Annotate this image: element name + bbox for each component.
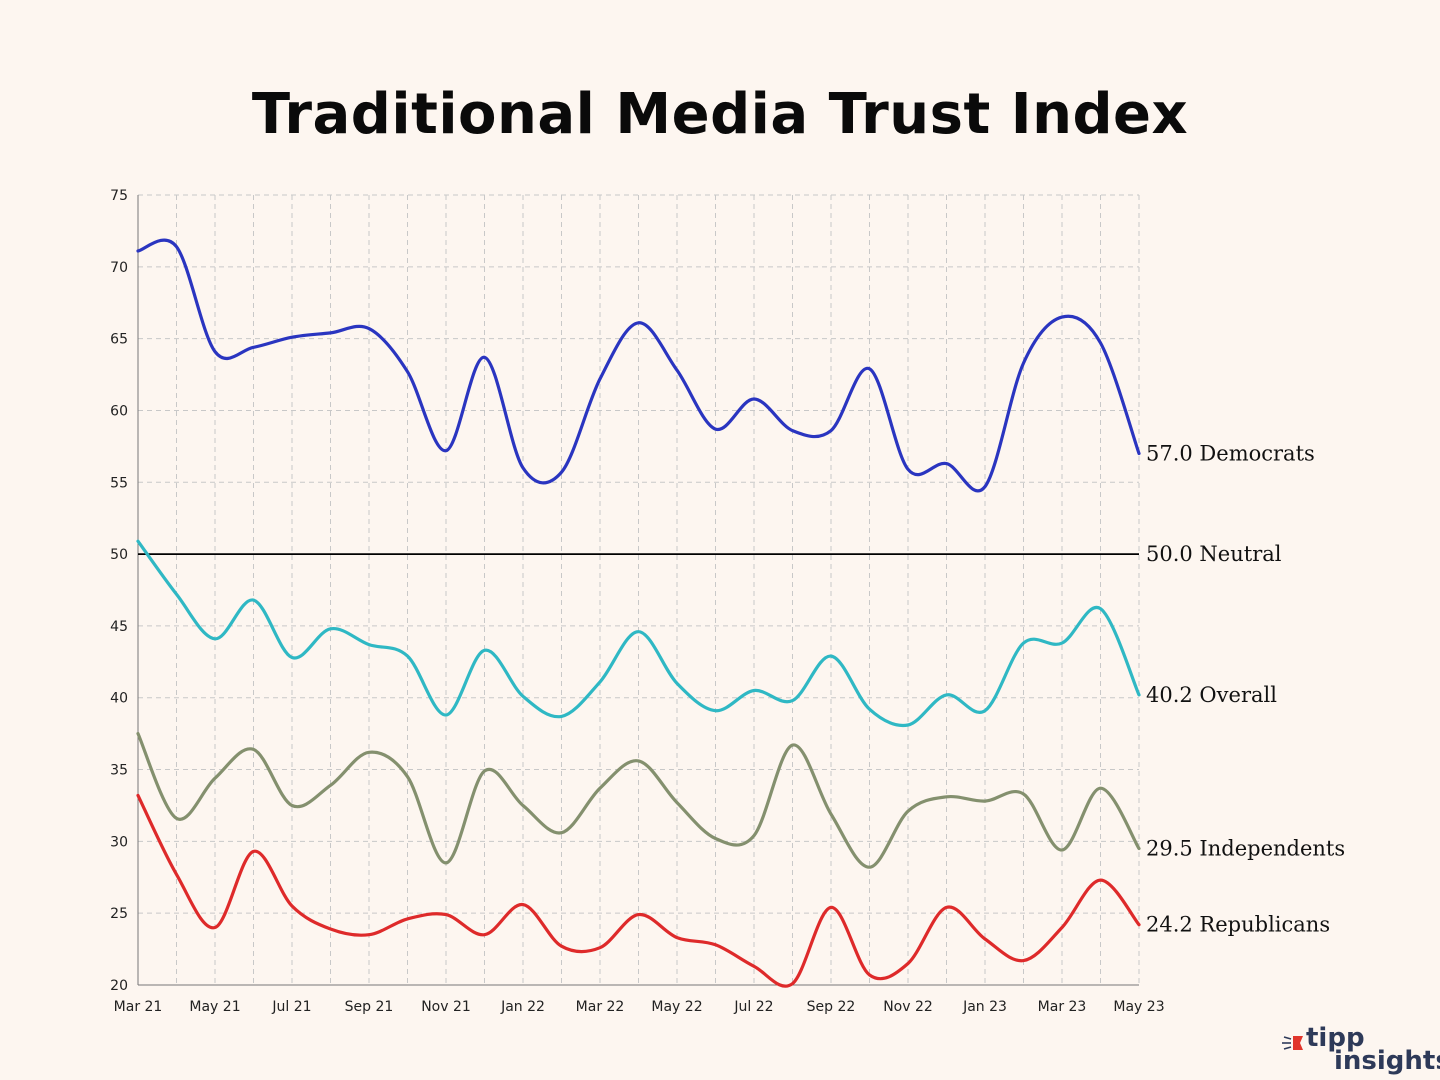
x-tick-label: Mar 23 <box>1038 999 1087 1015</box>
x-tick-label: Sep 21 <box>345 999 394 1015</box>
y-tick-label: 60 <box>110 403 128 419</box>
end-label-republicans: 24.2 Republicans <box>1146 913 1330 937</box>
y-tick-label: 25 <box>110 906 128 922</box>
y-tick-label: 40 <box>110 691 128 707</box>
x-tick-label: May 21 <box>189 999 240 1015</box>
series-line-independents <box>136 732 1141 869</box>
y-tick-label: 50 <box>110 547 128 563</box>
x-tick-label: Mar 22 <box>576 999 625 1015</box>
neutral-label: 50.0 Neutral <box>1146 542 1282 566</box>
chart-series <box>136 238 1141 988</box>
brand-word-insights: insights <box>1334 1046 1440 1076</box>
chart-title: Traditional Media Trust Index <box>251 82 1189 147</box>
x-tick-label: Jul 21 <box>271 999 311 1015</box>
brand-word-tipp: tipp <box>1306 1023 1365 1053</box>
end-label-overall: 40.2 Overall <box>1146 683 1277 707</box>
x-tick-label: Sep 22 <box>807 999 856 1015</box>
end-label-democrats: 57.0 Democrats <box>1146 442 1315 466</box>
x-tick-label: Nov 22 <box>883 999 933 1015</box>
x-tick-label: Jan 22 <box>500 999 545 1015</box>
series-line-democrats <box>136 238 1141 493</box>
x-tick-label: May 22 <box>651 999 702 1015</box>
y-tick-label: 65 <box>110 332 128 348</box>
x-tick-label: May 23 <box>1113 999 1164 1015</box>
tipp-insights-logo: tipp insights <box>1282 1023 1440 1076</box>
x-tick-label: Jul 22 <box>733 999 773 1015</box>
series-line-republicans <box>136 793 1141 988</box>
y-tick-label: 35 <box>110 763 128 779</box>
x-tick-label: Mar 21 <box>114 999 163 1015</box>
y-tick-label: 20 <box>110 978 128 994</box>
y-tick-label: 45 <box>110 619 128 635</box>
y-tick-label: 30 <box>110 834 128 850</box>
end-label-independents: 29.5 Independents <box>1146 837 1345 861</box>
x-tick-label: Jan 23 <box>962 999 1007 1015</box>
flag-stripes-icon <box>1282 1036 1303 1050</box>
y-tick-label: 75 <box>110 188 128 204</box>
y-tick-label: 70 <box>110 260 128 276</box>
chart-axes: 20 25 30 35 40 45 50 55 60 65 70 75 Mar 21 May 21 Jul … <box>110 188 1164 1015</box>
x-tick-label: Nov 21 <box>421 999 471 1015</box>
chart-grid <box>138 194 1140 985</box>
chart-end-labels: 50.0 Neutral 57.0 Democrats 40.2 Overall 29… <box>1146 442 1345 937</box>
series-line-overall <box>136 539 1141 728</box>
y-tick-label: 55 <box>110 475 128 491</box>
